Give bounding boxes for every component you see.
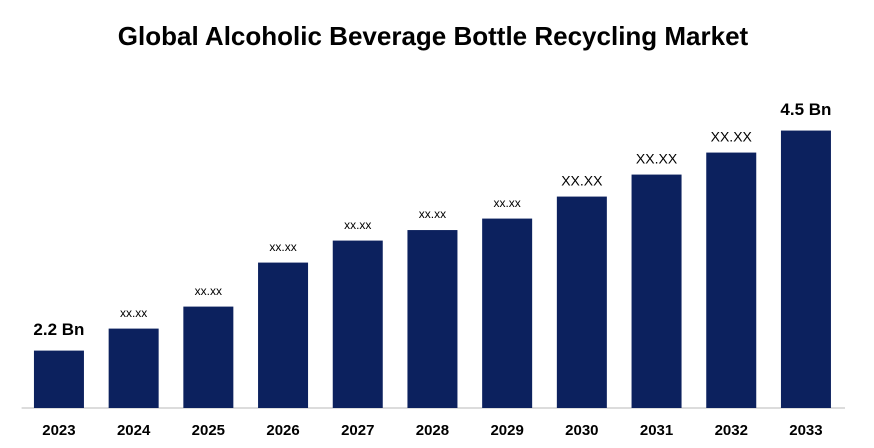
value-label: xx.xx	[344, 218, 371, 232]
bar	[706, 152, 757, 408]
x-tick-label: 2025	[192, 422, 225, 439]
value-label: XX.XX	[711, 128, 753, 144]
value-label: xx.xx	[419, 207, 446, 221]
x-tick-label: 2026	[266, 422, 299, 439]
value-label: xx.xx	[269, 240, 296, 254]
chart-title: Global Alcoholic Beverage Bottle Recycli…	[118, 21, 749, 51]
x-tick-label: 2031	[640, 422, 673, 439]
x-tick-label: 2032	[715, 422, 748, 439]
bar	[108, 328, 159, 408]
x-tick-label: 2023	[42, 422, 75, 439]
bar	[33, 350, 84, 408]
x-tick-label: 2033	[789, 422, 822, 439]
bar	[258, 262, 309, 408]
x-tick-label: 2029	[490, 422, 523, 439]
bar	[332, 240, 383, 408]
bar	[407, 230, 458, 408]
bar	[482, 218, 533, 408]
value-label: xx.xx	[493, 196, 520, 210]
value-label: 2.2 Bn	[33, 320, 84, 339]
value-label: XX.XX	[561, 172, 603, 188]
value-label: 4.5 Bn	[780, 100, 831, 119]
value-label: XX.XX	[636, 150, 678, 166]
bar	[631, 174, 682, 408]
value-label: xx.xx	[195, 284, 222, 298]
x-tick-label: 2030	[565, 422, 598, 439]
value-label: xx.xx	[120, 306, 147, 320]
bar	[780, 130, 831, 409]
x-tick-label: 2024	[117, 422, 151, 439]
bar	[556, 196, 607, 408]
x-tick-label: 2027	[341, 422, 374, 439]
x-tick-label: 2028	[416, 422, 449, 439]
bar	[183, 306, 234, 408]
